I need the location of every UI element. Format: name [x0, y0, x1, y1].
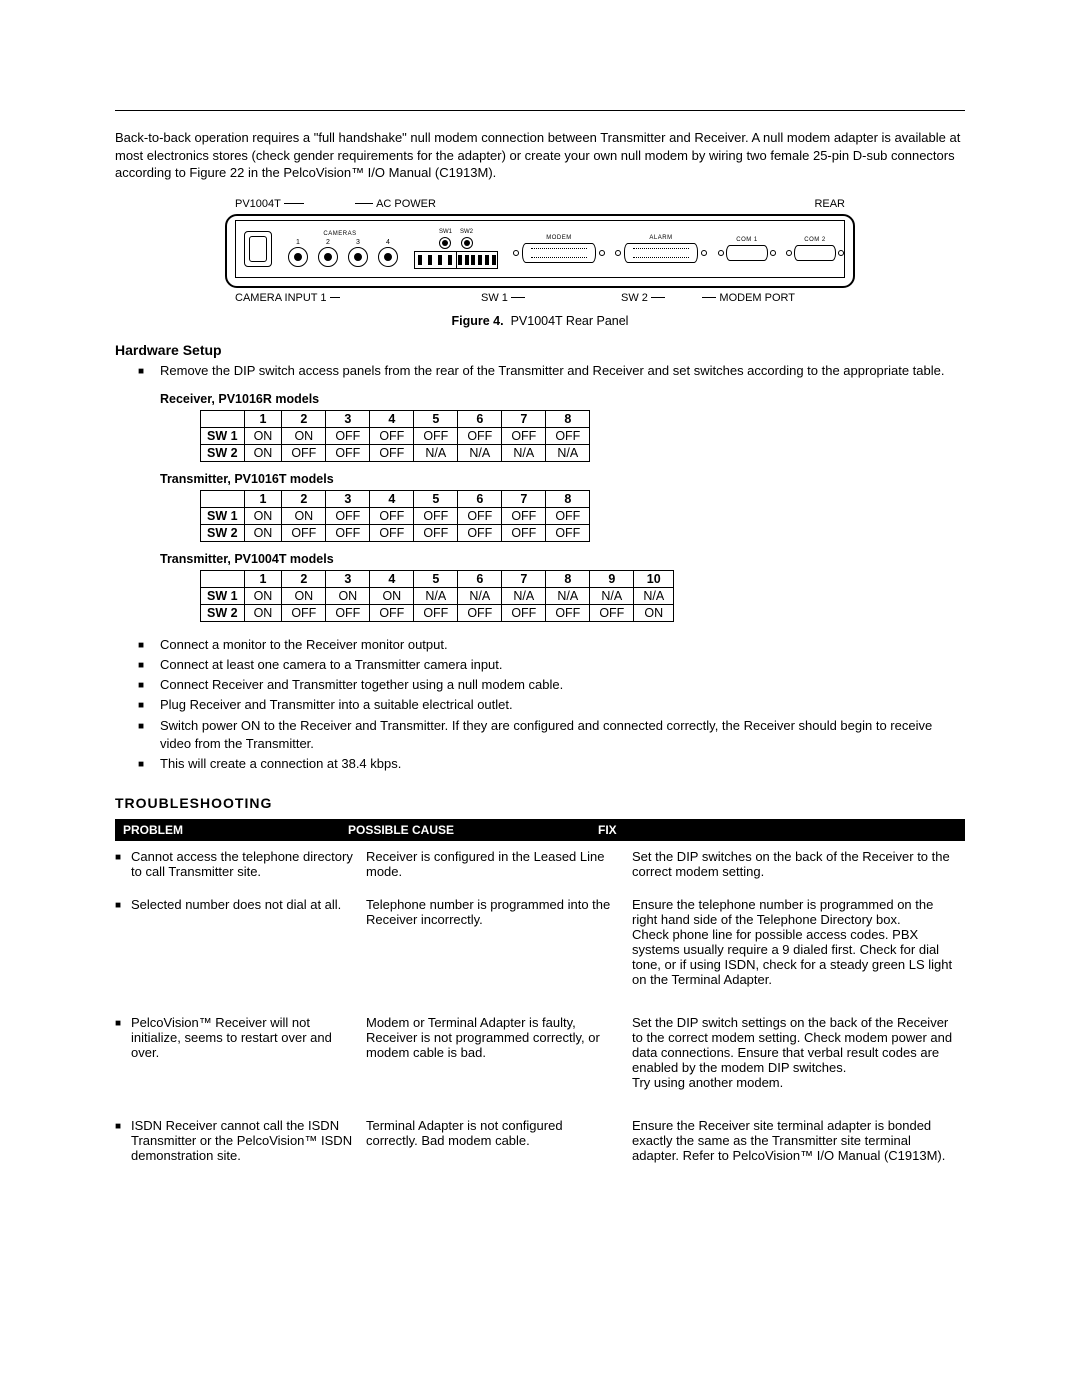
trouble-row: Selected number does not dial at all.Tel… — [115, 889, 965, 997]
tx16-table-title: Transmitter, PV1016T models — [160, 472, 965, 486]
sw1-callout: SW 1 — [481, 292, 508, 304]
cam3-num: 3 — [356, 239, 360, 246]
tx16-table: 12345678SW 1ONONOFFOFFOFFOFFOFFOFFSW 2ON… — [200, 490, 590, 542]
receiver-table: 12345678SW 1ONONOFFOFFOFFOFFOFFOFFSW 2ON… — [200, 410, 590, 462]
receiver-table-title: Receiver, PV1016R models — [160, 392, 965, 406]
trouble-row: Cannot access the telephone directory to… — [115, 841, 965, 889]
db25-icon — [624, 243, 698, 263]
col-fix-header: FIX — [598, 823, 957, 837]
trouble-row: PelcoVision™ Receiver will not initializ… — [115, 1007, 965, 1100]
modem-label: MODEM — [546, 235, 572, 241]
ac-power-label: AC POWER — [376, 198, 436, 210]
cam1-num: 1 — [296, 239, 300, 246]
sw-dot-icon — [439, 237, 451, 249]
power-socket-icon — [244, 231, 272, 267]
cause-cell: Receiver is configured in the Leased Lin… — [366, 849, 632, 879]
col-cause-header: POSSIBLE CAUSE — [348, 823, 598, 837]
fix-cell: Ensure the Receiver site terminal adapte… — [632, 1118, 965, 1163]
hw-bullet: Remove the DIP switch access panels from… — [160, 362, 965, 380]
problem-cell: ISDN Receiver cannot call the ISDN Trans… — [115, 1118, 366, 1163]
rear-panel-figure: PV1004T AC POWER REAR CAMERAS 1 2 3 — [115, 198, 965, 328]
bnc-icon — [288, 247, 308, 267]
problem-cell: Selected number does not dial at all. — [115, 897, 366, 912]
bnc-icon — [318, 247, 338, 267]
problem-cell: PelcoVision™ Receiver will not initializ… — [115, 1015, 366, 1060]
hardware-setup-heading: Hardware Setup — [115, 342, 965, 358]
alarm-label: ALARM — [649, 235, 672, 241]
com1-label: COM 1 — [736, 237, 758, 243]
dip-switch-icon — [414, 251, 498, 269]
panel-model-label: PV1004T — [235, 198, 281, 210]
cameras-section-label: CAMERAS — [323, 231, 356, 237]
figure-number: Figure 4. — [452, 314, 504, 328]
cause-cell: Terminal Adapter is not configured corre… — [366, 1118, 632, 1148]
db25-icon — [522, 243, 596, 263]
sw-dot-icon — [461, 237, 473, 249]
rear-label: REAR — [814, 198, 845, 210]
cam2-num: 2 — [326, 239, 330, 246]
trouble-row: ISDN Receiver cannot call the ISDN Trans… — [115, 1110, 965, 1173]
fix-cell: Set the DIP switch settings on the back … — [632, 1015, 965, 1090]
hw-bullet: Switch power ON to the Receiver and Tran… — [160, 717, 965, 753]
com2-label: COM 2 — [804, 237, 826, 243]
intro-text: Back-to-back operation requires a "full … — [115, 129, 965, 182]
sw2-callout: SW 2 — [621, 292, 648, 304]
tx04-table: 12345678910SW 1ONONONONN/AN/AN/AN/AN/AN/… — [200, 570, 674, 622]
tx04-table-title: Transmitter, PV1004T models — [160, 552, 965, 566]
hw-bullet: Connect Receiver and Transmitter togethe… — [160, 676, 965, 694]
hw-bullet: Connect a monitor to the Receiver monito… — [160, 636, 965, 654]
sw2-label: SW2 — [460, 229, 473, 235]
cause-cell: Modem or Terminal Adapter is faulty, Rec… — [366, 1015, 632, 1060]
bnc-icon — [378, 247, 398, 267]
bnc-icon — [348, 247, 368, 267]
cam4-num: 4 — [386, 239, 390, 246]
hw-bullet: Plug Receiver and Transmitter into a sui… — [160, 696, 965, 714]
sw1-label: SW1 — [439, 229, 452, 235]
fix-cell: Set the DIP switches on the back of the … — [632, 849, 965, 879]
figure-title: PV1004T Rear Panel — [511, 314, 629, 328]
col-problem-header: PROBLEM — [123, 823, 348, 837]
modem-port-label: MODEM PORT — [719, 292, 795, 304]
hw-bullet: Connect at least one camera to a Transmi… — [160, 656, 965, 674]
fix-cell: Ensure the telephone number is programme… — [632, 897, 965, 987]
troubleshooting-heading: TROUBLESHOOTING — [115, 795, 965, 811]
trouble-header-row: PROBLEM POSSIBLE CAUSE FIX — [115, 819, 965, 841]
cause-cell: Telephone number is programmed into the … — [366, 897, 632, 927]
hw-bullet: This will create a connection at 38.4 kb… — [160, 755, 965, 773]
db9-icon — [794, 245, 836, 261]
camera-input-label: CAMERA INPUT 1 — [235, 292, 327, 304]
problem-cell: Cannot access the telephone directory to… — [115, 849, 366, 879]
db9-icon — [726, 245, 768, 261]
